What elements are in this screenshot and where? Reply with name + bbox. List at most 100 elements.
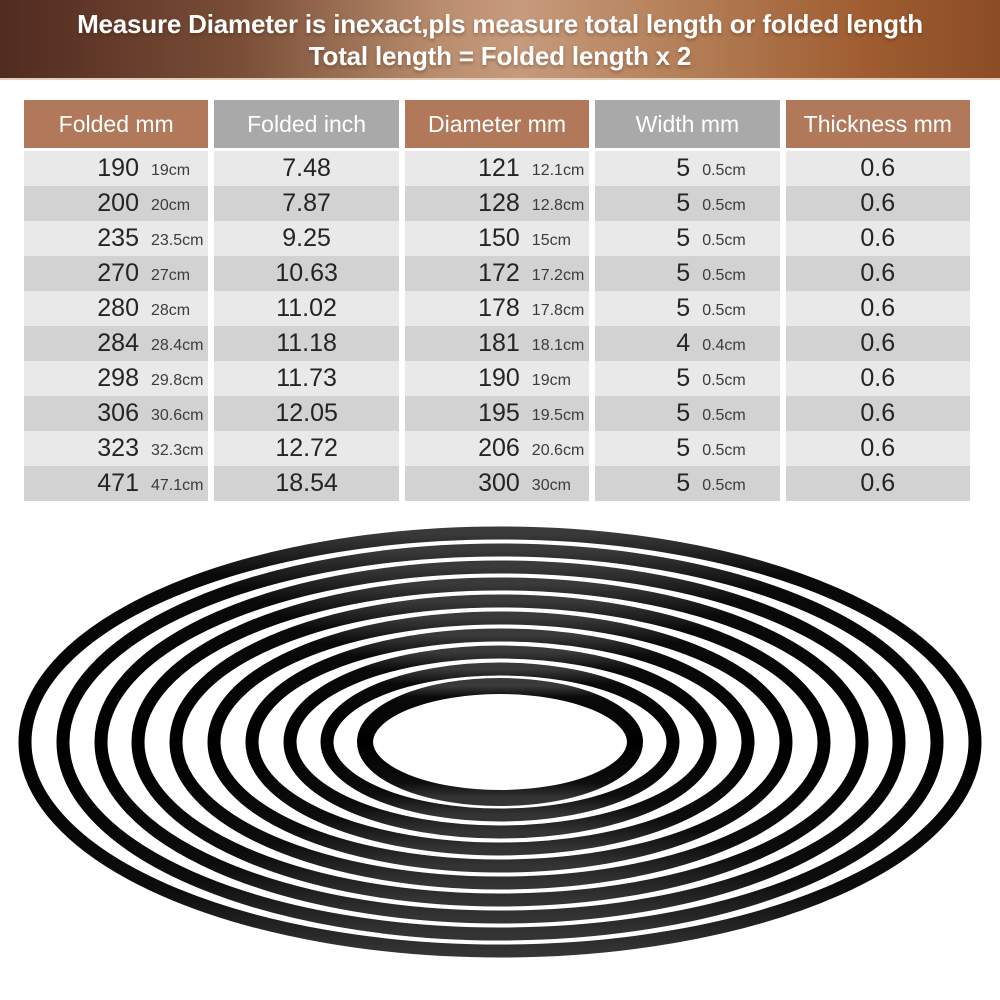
cell-value: 7.48 bbox=[282, 154, 331, 182]
cell-value-cm: 19.5cm bbox=[531, 406, 585, 424]
cell-value: 0.6 bbox=[860, 224, 896, 252]
cell-value-cm: 0.5cm bbox=[702, 301, 746, 319]
table-cell: 5 0.5cm bbox=[595, 221, 780, 256]
table-cell: 190 19cm bbox=[24, 151, 209, 186]
cell-value-cm: 18.1cm bbox=[531, 336, 585, 354]
table-cell: 5 0.5cm bbox=[595, 151, 780, 186]
cell-value-mm: 270 bbox=[97, 259, 139, 287]
table-cell: 280 28cm bbox=[24, 291, 209, 326]
cell-value-cm: 20cm bbox=[151, 196, 191, 214]
table-cell: 195 19.5cm bbox=[404, 396, 590, 431]
cell-value-cm: 19cm bbox=[151, 161, 191, 179]
spec-table: Folded mm 190 19cm 200 20cm 235 23.5cm 270 27cm 2… bbox=[24, 100, 970, 501]
table-cell: 471 47.1cm bbox=[24, 466, 209, 501]
cell-value-cm: 28cm bbox=[151, 301, 191, 319]
table-cell: 0.6 bbox=[785, 291, 970, 326]
cell-value-cm: 12.8cm bbox=[531, 196, 585, 214]
table-cell: 298 29.8cm bbox=[24, 361, 209, 396]
cell-value: 0.6 bbox=[860, 294, 896, 322]
cell-value-cm: 0.5cm bbox=[702, 231, 746, 249]
cell-value-mm: 5 bbox=[676, 294, 691, 322]
cell-value-mm: 121 bbox=[478, 154, 520, 182]
belt-ring bbox=[283, 645, 717, 839]
cell-value-cm: 17.2cm bbox=[531, 266, 585, 284]
cell-value-cm: 30.6cm bbox=[151, 406, 204, 424]
cell-value: 0.6 bbox=[860, 154, 896, 182]
table-cell: 128 12.8cm bbox=[404, 186, 590, 221]
column-header-width_mm: Width mm bbox=[595, 100, 780, 148]
cell-value-cm: 20.6cm bbox=[531, 441, 585, 459]
belt-ring bbox=[56, 543, 944, 941]
table-column-diameter_mm: Diameter mm 121 12.1cm 128 12.8cm 150 15cm 172 1… bbox=[404, 100, 590, 501]
table-cell: 206 20.6cm bbox=[404, 431, 590, 466]
cell-value-mm: 300 bbox=[478, 469, 520, 497]
column-header-thickness_mm: Thickness mm bbox=[785, 100, 970, 148]
cell-value: 0.6 bbox=[860, 399, 896, 427]
cell-value-mm: 5 bbox=[676, 154, 691, 182]
table-cell: 10.63 bbox=[214, 256, 399, 291]
belt-ring bbox=[320, 662, 680, 822]
cell-value-cm: 0.5cm bbox=[702, 441, 746, 459]
cell-value-mm: 306 bbox=[97, 399, 139, 427]
table-cell: 235 23.5cm bbox=[24, 221, 209, 256]
table-cell: 11.73 bbox=[214, 361, 399, 396]
cell-value-mm: 128 bbox=[478, 189, 520, 217]
table-cell: 150 15cm bbox=[404, 221, 590, 256]
cell-value-mm: 280 bbox=[97, 294, 139, 322]
cell-value-cm: 30cm bbox=[531, 476, 571, 494]
table-cell: 12.05 bbox=[214, 396, 399, 431]
table-cell: 270 27cm bbox=[24, 256, 209, 291]
table-column-width_mm: Width mm 5 0.5cm 5 0.5cm 5 0.5cm 5 0.5cm 5 0.5cm 4 0… bbox=[595, 100, 780, 501]
cell-value-mm: 5 bbox=[676, 364, 691, 392]
table-cell: 7.87 bbox=[214, 186, 399, 221]
cell-value-mm: 5 bbox=[676, 469, 691, 497]
cell-value-cm: 17.8cm bbox=[531, 301, 585, 319]
table-cell: 172 17.2cm bbox=[404, 256, 590, 291]
cell-value: 9.25 bbox=[282, 224, 331, 252]
table-cell: 0.6 bbox=[785, 221, 970, 256]
cell-value-mm: 5 bbox=[676, 434, 691, 462]
cell-value-mm: 178 bbox=[478, 294, 520, 322]
belt-ring bbox=[18, 526, 982, 958]
cell-value-mm: 190 bbox=[97, 154, 139, 182]
cell-value: 11.18 bbox=[276, 329, 337, 357]
belt-ring bbox=[245, 628, 755, 856]
table-cell: 0.6 bbox=[785, 431, 970, 466]
table-cell: 5 0.5cm bbox=[595, 431, 780, 466]
cell-value-mm: 284 bbox=[97, 329, 139, 357]
cell-value: 0.6 bbox=[860, 329, 896, 357]
cell-value-cm: 0.5cm bbox=[702, 371, 746, 389]
belt-ring bbox=[169, 594, 831, 890]
banner: Measure Diameter is inexact,pls measure … bbox=[0, 0, 1000, 80]
cell-value-cm: 29.8cm bbox=[151, 371, 204, 389]
cell-value: 12.72 bbox=[275, 434, 338, 462]
table-cell: 9.25 bbox=[214, 221, 399, 256]
cell-value: 0.6 bbox=[860, 469, 896, 497]
cell-value: 11.02 bbox=[276, 294, 337, 322]
column-header-folded_inch: Folded inch bbox=[214, 100, 399, 148]
table-cell: 5 0.5cm bbox=[595, 186, 780, 221]
table-cell: 0.6 bbox=[785, 151, 970, 186]
table-column-thickness_mm: Thickness mm 0.6 0.6 0.6 0.6 0.6 0.6 0.6 0.6 0.6 0… bbox=[785, 100, 970, 501]
table-cell: 306 30.6cm bbox=[24, 396, 209, 431]
cell-value-mm: 181 bbox=[478, 329, 520, 357]
cell-value-mm: 190 bbox=[478, 364, 520, 392]
cell-value-mm: 5 bbox=[676, 259, 691, 287]
cell-value-mm: 200 bbox=[97, 189, 139, 217]
cell-value-mm: 5 bbox=[676, 189, 691, 217]
cell-value-mm: 323 bbox=[97, 434, 139, 462]
cell-value-cm: 0.5cm bbox=[702, 196, 746, 214]
table-cell: 5 0.5cm bbox=[595, 256, 780, 291]
table-cell: 7.48 bbox=[214, 151, 399, 186]
cell-value: 0.6 bbox=[860, 364, 896, 392]
cell-value: 0.6 bbox=[860, 259, 896, 287]
cell-value-mm: 195 bbox=[478, 399, 520, 427]
cell-value: 0.6 bbox=[860, 434, 896, 462]
table-column-folded_inch: Folded inch 7.48 7.87 9.25 10.63 11.02 11.18 11… bbox=[214, 100, 399, 501]
table-column-folded_mm: Folded mm 190 19cm 200 20cm 235 23.5cm 270 27cm 2… bbox=[24, 100, 209, 501]
table-cell: 300 30cm bbox=[404, 466, 590, 501]
cell-value: 10.63 bbox=[275, 259, 338, 287]
cell-value-cm: 27cm bbox=[151, 266, 191, 284]
belt-ring bbox=[131, 577, 869, 907]
